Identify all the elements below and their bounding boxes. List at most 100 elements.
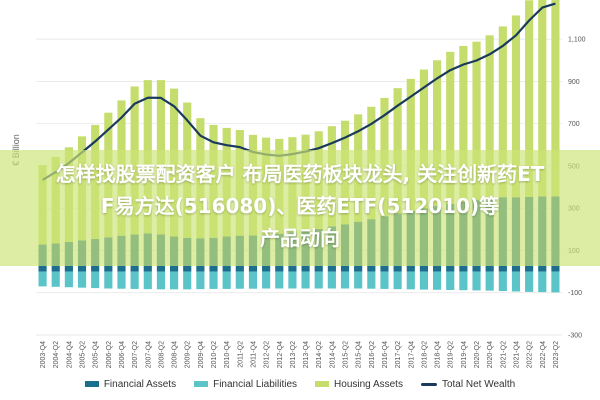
x-tick-label: 2003-Q4 bbox=[40, 341, 47, 368]
bar-housing-assets bbox=[432, 60, 442, 207]
bar-housing-assets bbox=[459, 45, 468, 202]
bar-financial-liabilities bbox=[406, 271, 415, 290]
bar-financial-liabilities bbox=[485, 271, 494, 291]
x-tick-label: 2020-Q4 bbox=[487, 341, 494, 368]
x-tick-label: 2004-Q2 bbox=[53, 341, 60, 368]
overlay-banner-text: 怎样找股票配资客户 布局医药板块龙头, 关注创新药ET F易方达(516080)… bbox=[0, 158, 600, 254]
bar-financial-liabilities bbox=[209, 271, 218, 289]
bar-financial-liabilities bbox=[314, 271, 323, 289]
x-tick-label: 2009-Q4 bbox=[198, 341, 205, 368]
bar-financial-liabilities bbox=[104, 271, 113, 289]
bar-financial-liabilities bbox=[538, 271, 547, 293]
bar-housing-assets bbox=[446, 51, 455, 204]
x-tick-label: 2008-Q2 bbox=[158, 341, 165, 368]
bar-financial-liabilities bbox=[143, 271, 152, 290]
x-tick-label: 2022-Q4 bbox=[540, 341, 547, 368]
y-tick-label: 900 bbox=[568, 79, 580, 86]
x-tick-label: 2014-Q2 bbox=[316, 341, 323, 368]
legend-label-housing-assets: Housing Assets bbox=[334, 378, 403, 390]
bar-financial-liabilities bbox=[248, 271, 258, 289]
legend-item-financial-liabilities: Financial Liabilities bbox=[194, 379, 297, 390]
bar-financial-liabilities bbox=[156, 271, 166, 290]
bar-financial-liabilities bbox=[183, 271, 192, 290]
bar-financial-liabilities bbox=[367, 271, 376, 289]
x-tick-label: 2020-Q2 bbox=[474, 341, 481, 368]
bar-financial-liabilities bbox=[393, 271, 402, 290]
legend-swatch-financial-liabilities bbox=[194, 381, 209, 387]
bar-financial-liabilities bbox=[222, 271, 231, 289]
legend-item-financial-assets: Financial Assets bbox=[84, 378, 177, 390]
x-tick-label: 2021-Q4 bbox=[513, 341, 520, 368]
bar-financial-liabilities bbox=[117, 271, 126, 289]
x-tick-label: 2009-Q2 bbox=[185, 341, 192, 368]
legend-item-total-net-wealth: Total Net Wealth bbox=[420, 378, 516, 390]
x-tick-label: 2006-Q2 bbox=[106, 341, 113, 368]
x-tick-label: 2011-Q2 bbox=[237, 341, 244, 368]
bar-financial-liabilities bbox=[380, 271, 389, 289]
banner-line-1: 怎样找股票配资客户 布局医药板块龙头, 关注创新药ET bbox=[55, 162, 545, 186]
y-tick-label: -300 bbox=[568, 333, 582, 340]
x-tick-label: 2019-Q4 bbox=[461, 341, 468, 368]
bar-financial-liabilities bbox=[196, 271, 205, 290]
x-tick-label: 2007-Q4 bbox=[145, 341, 152, 368]
bar-financial-liabilities bbox=[91, 271, 100, 289]
bar-financial-liabilities bbox=[38, 271, 47, 287]
y-tick-label: -100 bbox=[568, 290, 582, 297]
bar-housing-assets bbox=[511, 15, 521, 198]
bar-financial-liabilities bbox=[130, 271, 139, 289]
x-tick-label: 2004-Q4 bbox=[66, 341, 73, 368]
bar-financial-liabilities bbox=[77, 271, 87, 288]
legend-swatch-housing-assets bbox=[315, 381, 330, 387]
bar-financial-liabilities bbox=[327, 271, 336, 289]
bar-financial-liabilities bbox=[169, 271, 179, 290]
bar-financial-liabilities bbox=[288, 271, 297, 289]
bar-financial-liabilities bbox=[419, 271, 429, 290]
bar-financial-liabilities bbox=[51, 271, 60, 287]
x-axis: 2003-Q4 2004-Q2 2004-Q4 2005-Q2 2005-Q4 2006-… bbox=[40, 341, 560, 368]
bar-housing-assets bbox=[538, 0, 547, 197]
bar-housing-assets bbox=[419, 69, 429, 209]
bar-financial-liabilities bbox=[275, 271, 284, 289]
x-tick-label: 2012-Q4 bbox=[277, 341, 284, 368]
x-tick-label: 2011-Q4 bbox=[250, 341, 257, 368]
x-tick-label: 2012-Q2 bbox=[264, 341, 271, 368]
bar-financial-liabilities bbox=[432, 271, 442, 290]
bar-financial-liabilities bbox=[551, 271, 560, 293]
bar-housing-assets bbox=[551, 0, 560, 197]
bar-housing-assets bbox=[485, 35, 494, 199]
overlay-banner bbox=[0, 150, 600, 266]
bar-financial-liabilities bbox=[354, 271, 363, 289]
bar-financial-liabilities bbox=[525, 271, 534, 292]
x-tick-label: 2008-Q4 bbox=[172, 341, 179, 368]
x-tick-label: 2016-Q4 bbox=[382, 341, 389, 368]
x-tick-label: 2013-Q4 bbox=[303, 341, 310, 368]
x-tick-label: 2015-Q2 bbox=[343, 341, 350, 368]
x-tick-label: 2006-Q4 bbox=[119, 341, 126, 368]
x-tick-label: 2022-Q2 bbox=[527, 341, 534, 368]
x-tick-label: 2015-Q4 bbox=[356, 341, 363, 368]
bar-financial-liabilities bbox=[446, 271, 455, 290]
x-tick-label: 2023-Q2 bbox=[553, 341, 560, 368]
legend: Financial Assets Financial Liabilities H… bbox=[0, 372, 600, 396]
bar-housing-assets bbox=[525, 0, 534, 197]
x-tick-label: 2019-Q2 bbox=[448, 341, 455, 368]
x-tick-label: 2005-Q4 bbox=[93, 341, 100, 368]
bar-financial-liabilities bbox=[511, 271, 521, 292]
x-tick-label: 2017-Q2 bbox=[395, 341, 402, 368]
legend-label-financial-assets: Financial Assets bbox=[103, 378, 177, 390]
bar-housing-assets bbox=[498, 26, 507, 198]
bar-housing-assets bbox=[472, 41, 481, 200]
banner-line-2: F易方达(516080)、医药ETF(512010)等 bbox=[100, 194, 500, 218]
legend-label-total-net-wealth: Total Net Wealth bbox=[441, 378, 516, 390]
x-tick-label: 2013-Q2 bbox=[290, 341, 297, 368]
bar-financial-liabilities bbox=[262, 271, 271, 289]
x-tick-label: 2018-Q2 bbox=[421, 341, 428, 368]
x-tick-label: 2005-Q2 bbox=[80, 341, 87, 368]
y-tick-label: 700 bbox=[568, 121, 580, 128]
x-tick-label: 2007-Q2 bbox=[132, 341, 139, 368]
bar-financial-liabilities bbox=[235, 271, 244, 289]
bar-financial-liabilities bbox=[301, 271, 310, 289]
x-tick-label: 2014-Q4 bbox=[329, 341, 336, 368]
banner-line-3: 产品动向 bbox=[260, 226, 340, 250]
legend-swatch-financial-assets bbox=[84, 381, 99, 387]
